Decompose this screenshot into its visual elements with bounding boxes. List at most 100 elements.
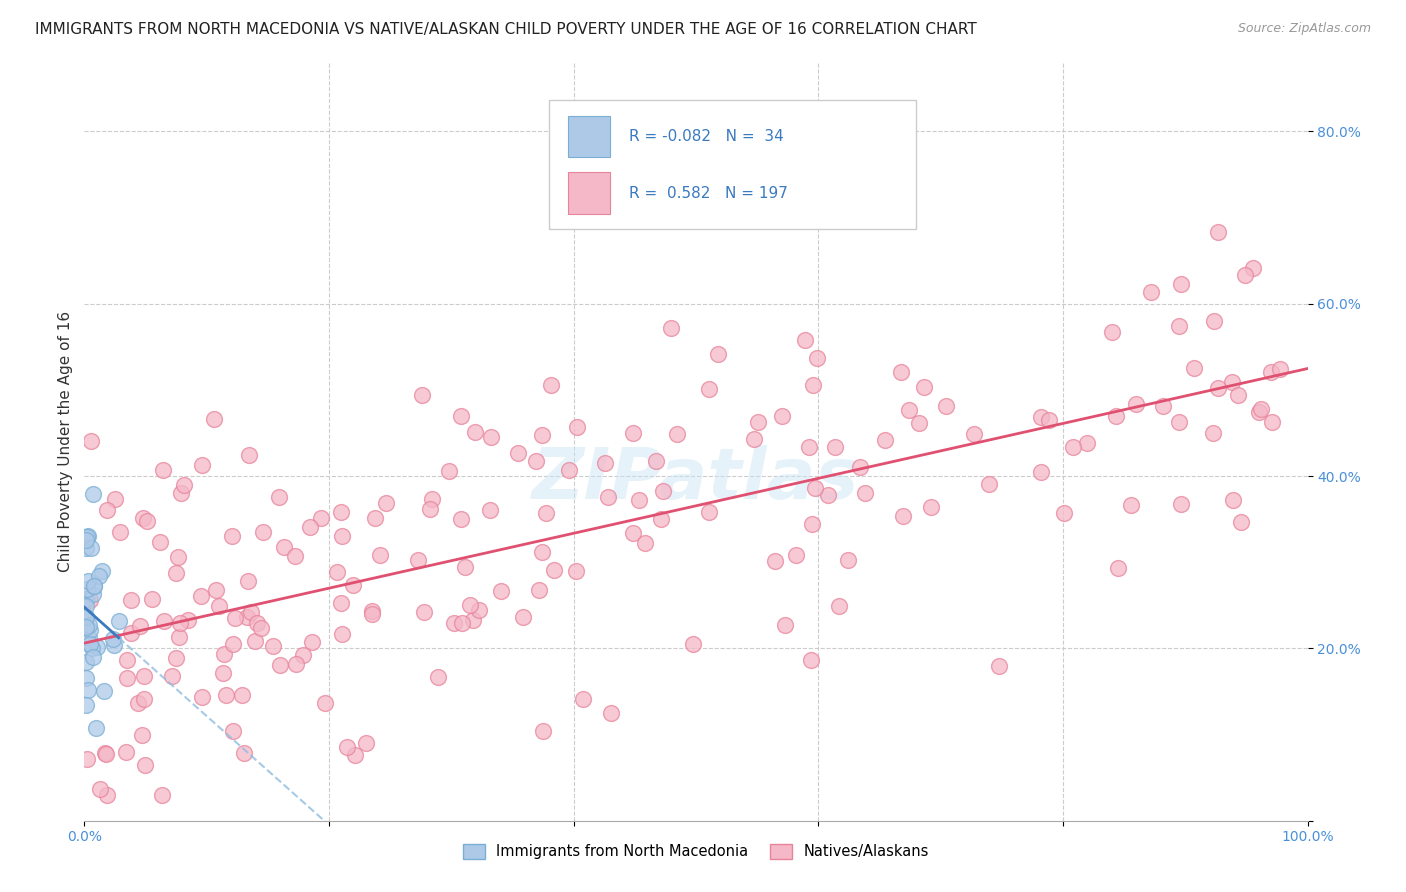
Point <box>1152 399 1174 413</box>
Point <box>231 688 253 702</box>
Point <box>76 530 98 544</box>
Point <box>1062 440 1084 454</box>
Point <box>252 525 274 540</box>
Point <box>463 613 485 627</box>
Point <box>650 512 672 526</box>
Point <box>1170 498 1192 512</box>
Point <box>93 684 115 698</box>
Point <box>531 427 554 442</box>
Point <box>1168 415 1191 429</box>
Point <box>250 622 273 636</box>
Point <box>191 690 214 705</box>
Point <box>343 747 366 762</box>
Point <box>506 446 529 460</box>
Point <box>665 427 688 442</box>
Point <box>83 579 105 593</box>
Point <box>1076 435 1098 450</box>
Point <box>817 488 839 502</box>
Point <box>134 669 156 683</box>
Point <box>121 626 143 640</box>
Point <box>406 553 429 567</box>
Point <box>83 579 105 593</box>
Point <box>593 456 616 470</box>
Point <box>309 511 332 525</box>
Point <box>763 554 786 568</box>
FancyBboxPatch shape <box>568 116 610 157</box>
Point <box>361 604 384 618</box>
Point <box>150 788 173 802</box>
Point <box>330 596 353 610</box>
Point <box>1121 498 1143 512</box>
Point <box>801 517 824 532</box>
Point <box>233 747 256 761</box>
Point <box>90 564 112 578</box>
Point <box>246 615 269 630</box>
Point <box>141 592 163 607</box>
Point <box>76 529 98 543</box>
Point <box>977 477 1000 491</box>
Point <box>75 698 97 712</box>
Point <box>682 637 704 651</box>
Point <box>107 614 129 628</box>
Point <box>1107 560 1129 574</box>
Point <box>75 610 97 624</box>
Point <box>284 549 307 564</box>
Point <box>285 657 308 671</box>
Point <box>238 448 260 462</box>
Point <box>890 365 912 379</box>
Point <box>76 582 98 596</box>
Point <box>363 510 385 524</box>
Point <box>204 582 226 597</box>
Point <box>240 605 263 619</box>
Point <box>108 524 131 539</box>
Point <box>450 615 472 630</box>
Point <box>1206 381 1229 395</box>
Point <box>149 535 172 549</box>
Point <box>96 788 118 802</box>
Point <box>160 669 183 683</box>
Point <box>1250 402 1272 417</box>
Point <box>413 605 436 619</box>
Point <box>243 634 266 648</box>
Point <box>419 502 441 516</box>
Point <box>1168 318 1191 333</box>
Point <box>963 427 986 442</box>
Point <box>747 415 769 429</box>
Point <box>152 463 174 477</box>
Point <box>89 781 111 796</box>
Point <box>169 615 191 630</box>
Point <box>330 529 353 543</box>
Point <box>82 586 104 600</box>
Point <box>489 584 512 599</box>
Point <box>368 548 391 562</box>
Point <box>794 333 817 347</box>
Point <box>775 618 797 632</box>
Point <box>177 613 200 627</box>
Point <box>806 351 828 366</box>
Point <box>801 377 824 392</box>
Text: R = -0.082   N =  34: R = -0.082 N = 34 <box>628 129 783 144</box>
Point <box>1241 260 1264 275</box>
Point <box>132 511 155 525</box>
Point <box>336 740 359 755</box>
Point <box>326 566 349 580</box>
Point <box>1268 361 1291 376</box>
Point <box>375 496 398 510</box>
Point <box>115 745 138 759</box>
Point <box>1105 409 1128 423</box>
Point <box>75 620 97 634</box>
Point <box>543 563 565 577</box>
Point <box>86 640 108 654</box>
Point <box>136 514 159 528</box>
Point <box>224 611 246 625</box>
Point <box>190 589 212 603</box>
Point <box>215 689 238 703</box>
Point <box>120 593 142 607</box>
Point <box>837 553 859 567</box>
Point <box>443 616 465 631</box>
Point <box>1038 413 1060 427</box>
Point <box>540 378 562 392</box>
Point <box>82 487 104 501</box>
Point <box>565 420 588 434</box>
Point <box>828 599 851 613</box>
